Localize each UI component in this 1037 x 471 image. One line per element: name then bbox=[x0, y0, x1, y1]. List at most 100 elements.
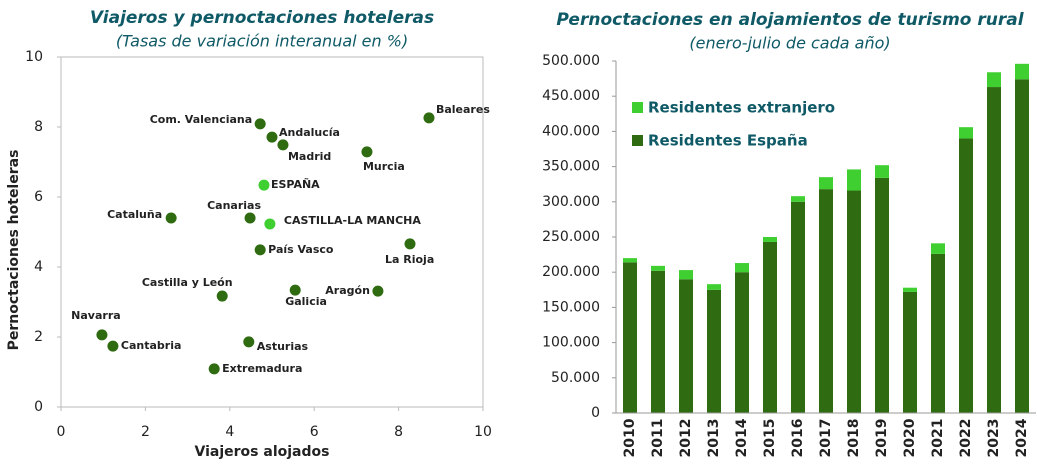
point-label: Asturias bbox=[257, 340, 309, 353]
x-tick-label: 2020 bbox=[902, 418, 918, 457]
bar-segment bbox=[931, 253, 945, 413]
bar-segment bbox=[931, 243, 945, 254]
point-label: Navarra bbox=[71, 309, 121, 322]
scatter-subtitle: (Tasas de variación interanual en %) bbox=[116, 32, 408, 51]
legend-swatch bbox=[632, 102, 643, 113]
bar-subtitle: (enero-julio de cada año) bbox=[689, 34, 890, 53]
y-tick-label: 10 bbox=[25, 49, 43, 65]
point bbox=[165, 212, 177, 224]
bar-segment bbox=[875, 177, 889, 413]
point-label: Baleares bbox=[436, 103, 490, 116]
bar-segment bbox=[735, 263, 749, 273]
point-label: Andalucía bbox=[279, 126, 340, 139]
bar-segment bbox=[623, 258, 637, 263]
y-tick-label: 0 bbox=[591, 405, 600, 421]
point bbox=[264, 218, 276, 230]
point-label: País Vasco bbox=[268, 243, 334, 256]
point bbox=[243, 336, 255, 348]
point bbox=[372, 285, 384, 297]
point-label: Canarias bbox=[207, 199, 261, 212]
x-tick-label: 2024 bbox=[1014, 418, 1030, 457]
point-label: La Rioja bbox=[385, 253, 434, 266]
x-tick-label: 2023 bbox=[986, 419, 1002, 458]
bar-segment bbox=[819, 189, 833, 413]
y-tick-label: 0 bbox=[34, 399, 43, 415]
x-tick-label: 2019 bbox=[874, 419, 890, 458]
x-tick-label: 2011 bbox=[650, 419, 666, 458]
bar-segment bbox=[819, 177, 833, 190]
bar-segment bbox=[987, 87, 1001, 413]
bar-segment bbox=[763, 237, 777, 242]
point bbox=[254, 118, 266, 130]
bar-segment bbox=[903, 291, 917, 413]
bar-segment bbox=[847, 169, 861, 191]
x-tick-label: 2016 bbox=[790, 419, 806, 458]
point-label: Cantabria bbox=[121, 339, 182, 352]
point-label: Extremadura bbox=[222, 362, 302, 375]
y-tick-label: 4 bbox=[34, 259, 43, 275]
x-tick-label: 2013 bbox=[706, 419, 722, 458]
bar-segment bbox=[763, 241, 777, 413]
scatter-title: Viajeros y pernoctaciones hoteleras bbox=[90, 8, 434, 28]
x-tick-label: 2010 bbox=[622, 418, 638, 457]
y-tick-label: 8 bbox=[34, 119, 43, 135]
point-label: Galicia bbox=[285, 295, 327, 308]
point bbox=[254, 244, 266, 256]
point bbox=[289, 284, 301, 296]
point bbox=[266, 131, 278, 143]
point-label: Aragón bbox=[325, 284, 370, 297]
bar-segment bbox=[707, 284, 721, 290]
bar-segment bbox=[791, 201, 805, 413]
y-tick-label: 50.000 bbox=[551, 370, 600, 386]
point-label: Castilla y León bbox=[142, 276, 233, 289]
point-label: CASTILLA-LA MANCHA bbox=[284, 214, 421, 227]
bar-segment bbox=[959, 127, 973, 139]
point bbox=[277, 139, 289, 151]
x-tick-label: 8 bbox=[394, 424, 403, 440]
point bbox=[107, 340, 119, 352]
y-tick-label: 400.000 bbox=[542, 123, 600, 139]
point bbox=[423, 112, 435, 124]
y-axis-label: Pernoctaciones hoteleras bbox=[6, 150, 22, 351]
point bbox=[244, 212, 256, 224]
bar-segment bbox=[623, 262, 637, 413]
x-tick-label: 4 bbox=[225, 424, 234, 440]
point bbox=[96, 329, 108, 341]
bar-segment bbox=[679, 279, 693, 413]
point bbox=[216, 290, 228, 302]
x-tick-label: 2012 bbox=[678, 419, 694, 458]
bar-segment bbox=[1015, 79, 1029, 413]
bar-segment bbox=[903, 287, 917, 292]
point-label: Cataluña bbox=[107, 208, 162, 221]
bar-segment bbox=[735, 272, 749, 413]
y-tick-label: 500.000 bbox=[542, 53, 600, 69]
y-tick-label: 300.000 bbox=[542, 194, 600, 210]
bar-segment bbox=[707, 289, 721, 413]
y-tick-label: 100.000 bbox=[542, 335, 600, 351]
bar-title: Pernoctaciones en alojamientos de turism… bbox=[556, 10, 1024, 30]
bar-segment bbox=[987, 72, 1001, 88]
y-tick-label: 350.000 bbox=[542, 159, 600, 175]
point-label: ESPAÑA bbox=[271, 178, 320, 191]
y-tick-label: 2 bbox=[34, 329, 43, 345]
x-tick-label: 2015 bbox=[762, 419, 778, 458]
point bbox=[258, 179, 270, 191]
point-label: Madrid bbox=[288, 150, 331, 163]
bar-segment bbox=[1015, 63, 1029, 80]
bar-segment bbox=[651, 265, 665, 271]
y-tick-label: 150.000 bbox=[542, 299, 600, 315]
x-tick-label: 2017 bbox=[818, 419, 834, 458]
point-label: Com. Valenciana bbox=[150, 113, 252, 126]
bar-segment bbox=[847, 190, 861, 413]
x-tick-label: 6 bbox=[310, 424, 319, 440]
x-tick-label: 0 bbox=[57, 424, 66, 440]
legend-label: Residentes extranjero bbox=[648, 99, 835, 117]
plot-frame bbox=[60, 56, 484, 408]
x-axis-label: Viajeros alojados bbox=[195, 444, 330, 460]
bar-segment bbox=[651, 270, 665, 413]
point bbox=[404, 238, 416, 250]
point bbox=[361, 146, 373, 158]
bar-segment bbox=[679, 270, 693, 280]
y-tick-label: 250.000 bbox=[542, 229, 600, 245]
legend-label: Residentes España bbox=[648, 132, 808, 150]
